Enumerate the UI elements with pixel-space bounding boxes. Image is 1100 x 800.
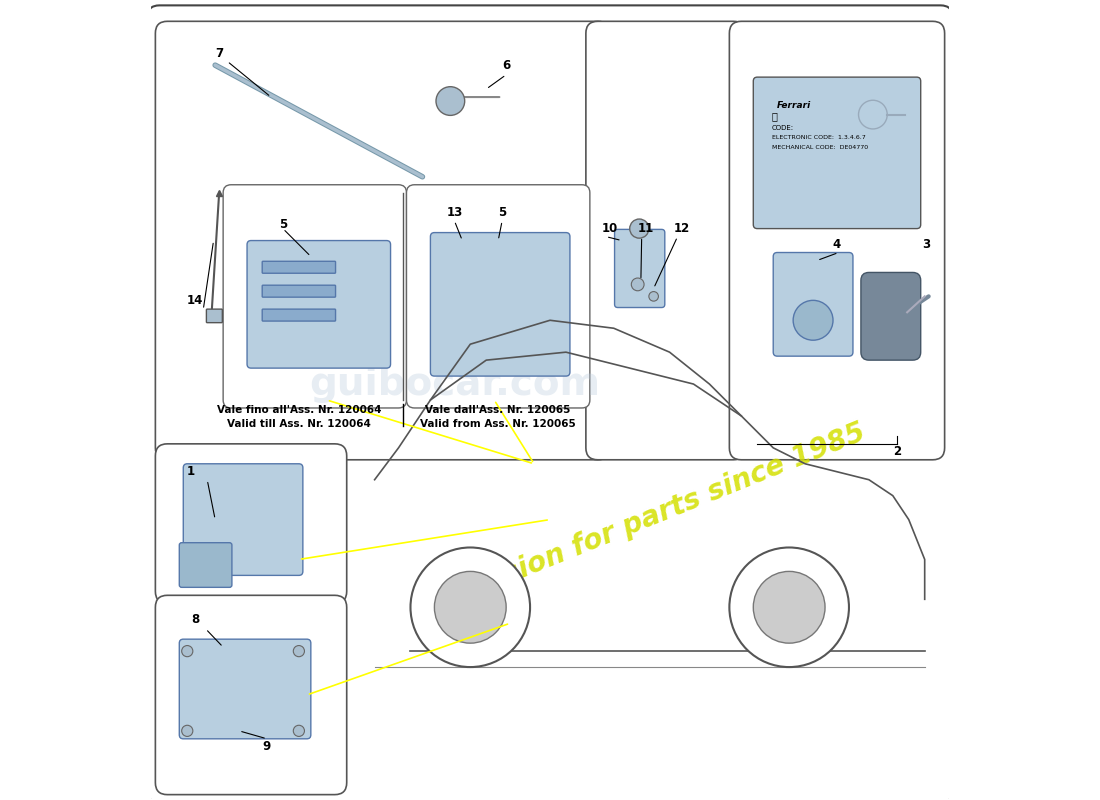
Circle shape bbox=[436, 86, 464, 115]
FancyBboxPatch shape bbox=[729, 22, 945, 460]
Circle shape bbox=[434, 571, 506, 643]
Text: 11: 11 bbox=[638, 222, 653, 235]
Text: 14: 14 bbox=[187, 294, 204, 307]
Text: ELECTRONIC CODE:  1.3.4.6.7: ELECTRONIC CODE: 1.3.4.6.7 bbox=[771, 135, 866, 140]
FancyBboxPatch shape bbox=[586, 22, 746, 460]
FancyBboxPatch shape bbox=[262, 309, 336, 321]
Text: 13: 13 bbox=[447, 206, 462, 219]
Text: Vale fino all'Ass. Nr. 120064
Valid till Ass. Nr. 120064: Vale fino all'Ass. Nr. 120064 Valid till… bbox=[217, 405, 381, 429]
FancyBboxPatch shape bbox=[207, 309, 222, 322]
FancyBboxPatch shape bbox=[155, 22, 609, 460]
Circle shape bbox=[294, 726, 305, 737]
Text: Ferrari: Ferrari bbox=[778, 101, 812, 110]
Text: 8: 8 bbox=[191, 613, 199, 626]
Text: Vale dall'Ass. Nr. 120065
Valid from Ass. Nr. 120065: Vale dall'Ass. Nr. 120065 Valid from Ass… bbox=[420, 405, 576, 429]
Circle shape bbox=[793, 300, 833, 340]
FancyBboxPatch shape bbox=[147, 6, 953, 800]
Text: 1: 1 bbox=[187, 466, 196, 478]
Text: CODE:: CODE: bbox=[771, 125, 794, 131]
Text: 7: 7 bbox=[216, 46, 223, 60]
FancyBboxPatch shape bbox=[861, 273, 921, 360]
FancyBboxPatch shape bbox=[262, 286, 336, 297]
Circle shape bbox=[649, 291, 659, 301]
FancyBboxPatch shape bbox=[262, 262, 336, 274]
Text: 2: 2 bbox=[893, 446, 901, 458]
FancyBboxPatch shape bbox=[615, 230, 664, 307]
FancyBboxPatch shape bbox=[179, 639, 311, 739]
Circle shape bbox=[754, 571, 825, 643]
Text: 12: 12 bbox=[673, 222, 690, 235]
FancyBboxPatch shape bbox=[179, 542, 232, 587]
Circle shape bbox=[410, 547, 530, 667]
Text: 6: 6 bbox=[502, 58, 510, 72]
Text: a passion for parts since 1985: a passion for parts since 1985 bbox=[421, 418, 870, 621]
Text: 4: 4 bbox=[833, 238, 842, 251]
FancyBboxPatch shape bbox=[754, 77, 921, 229]
Circle shape bbox=[729, 547, 849, 667]
Text: 3: 3 bbox=[922, 238, 931, 251]
FancyBboxPatch shape bbox=[248, 241, 390, 368]
FancyBboxPatch shape bbox=[184, 464, 302, 575]
Circle shape bbox=[294, 646, 305, 657]
FancyBboxPatch shape bbox=[223, 185, 407, 408]
Text: 5: 5 bbox=[498, 206, 506, 219]
Text: 9: 9 bbox=[263, 740, 271, 754]
FancyBboxPatch shape bbox=[430, 233, 570, 376]
Text: MECHANICAL CODE:  DE04770: MECHANICAL CODE: DE04770 bbox=[771, 145, 868, 150]
Circle shape bbox=[182, 726, 192, 737]
Text: guibocar.com: guibocar.com bbox=[309, 365, 600, 403]
Text: 10: 10 bbox=[602, 222, 618, 235]
FancyBboxPatch shape bbox=[155, 595, 346, 794]
Circle shape bbox=[631, 278, 645, 290]
Circle shape bbox=[182, 646, 192, 657]
FancyBboxPatch shape bbox=[407, 185, 590, 408]
Circle shape bbox=[629, 219, 649, 238]
FancyBboxPatch shape bbox=[773, 253, 852, 356]
Text: 5: 5 bbox=[278, 218, 287, 231]
FancyBboxPatch shape bbox=[155, 444, 346, 603]
Text: 🐴: 🐴 bbox=[771, 111, 778, 122]
